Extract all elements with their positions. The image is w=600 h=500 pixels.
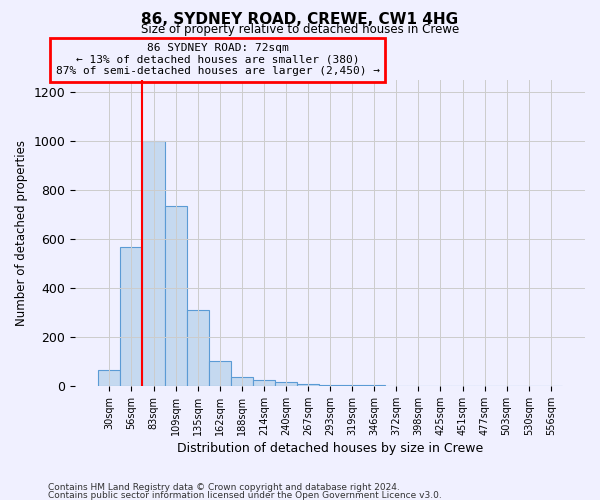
Text: 86, SYDNEY ROAD, CREWE, CW1 4HG: 86, SYDNEY ROAD, CREWE, CW1 4HG (142, 12, 458, 28)
Text: Contains HM Land Registry data © Crown copyright and database right 2024.: Contains HM Land Registry data © Crown c… (48, 484, 400, 492)
Bar (98, 370, 121, 386)
Bar (231, 376, 253, 386)
Text: Contains public sector information licensed under the Open Government Licence v3: Contains public sector information licen… (48, 491, 442, 500)
Bar (121, 248, 142, 386)
Bar (319, 385, 341, 386)
X-axis label: Distribution of detached houses by size in Crewe: Distribution of detached houses by size … (177, 442, 483, 455)
Bar (187, 310, 209, 386)
Bar (164, 206, 187, 386)
Bar (297, 384, 319, 386)
Bar (209, 362, 231, 386)
Text: 86 SYDNEY ROAD: 72sqm
← 13% of detached houses are smaller (380)
87% of semi-det: 86 SYDNEY ROAD: 72sqm ← 13% of detached … (56, 44, 380, 76)
Y-axis label: Number of detached properties: Number of detached properties (15, 140, 28, 326)
Bar (341, 385, 363, 386)
Bar (253, 380, 275, 386)
Bar (142, 141, 164, 386)
Text: Size of property relative to detached houses in Crewe: Size of property relative to detached ho… (141, 22, 459, 36)
Bar (275, 382, 297, 386)
